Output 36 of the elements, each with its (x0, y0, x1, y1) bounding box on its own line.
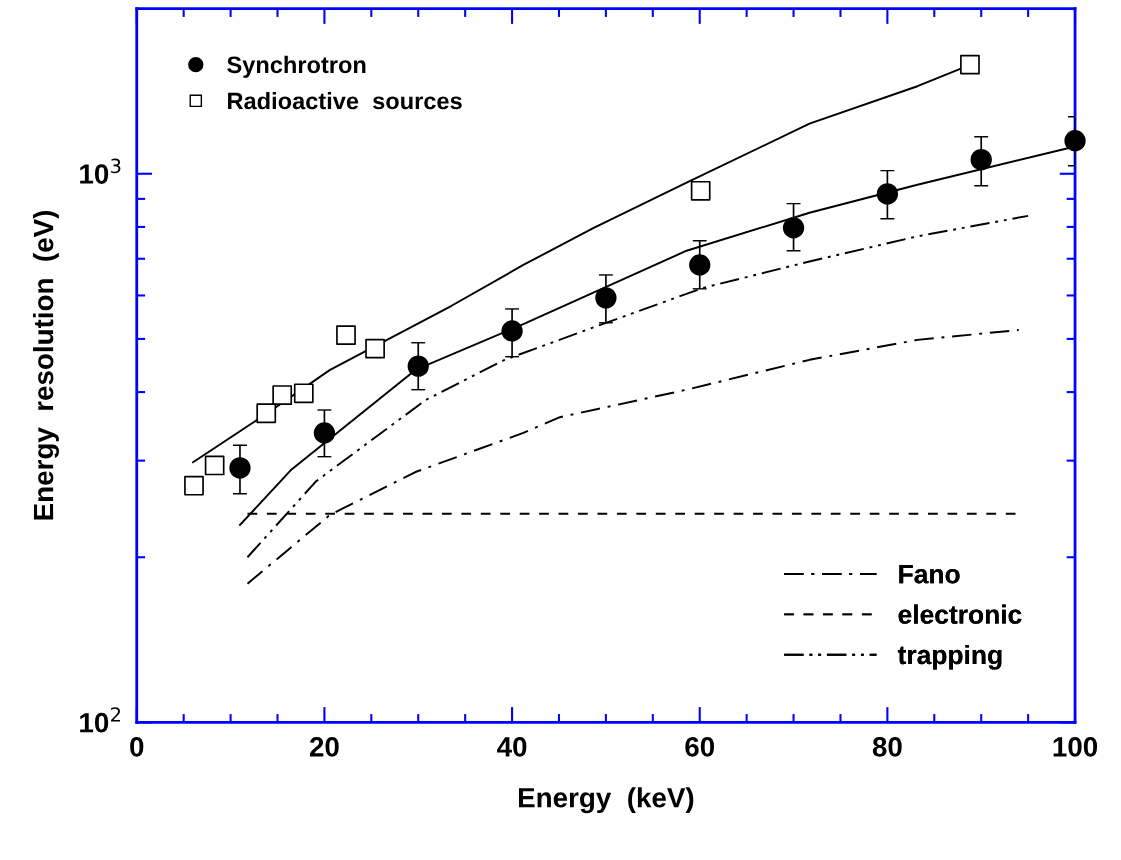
point (689, 254, 711, 276)
legend-label: Fano (899, 565, 960, 584)
point (970, 148, 992, 171)
point (365, 338, 385, 359)
legend-label: electronic (898, 604, 1022, 624)
point (184, 475, 204, 496)
legend-label: trapping (897, 644, 1002, 670)
point (782, 217, 805, 239)
point (293, 383, 314, 404)
point (272, 385, 293, 405)
y-tick-label: 10$^{3}$ (80, 158, 121, 184)
point (204, 455, 225, 476)
point (595, 287, 617, 309)
line-series (246, 214, 1030, 559)
y-axis-title: Energy resolution (eV) (32, 210, 59, 520)
point (501, 320, 523, 342)
x-tick-label: 80 (872, 737, 902, 757)
legend-label: Radioactive sources (228, 92, 462, 110)
point (407, 355, 429, 377)
x-tick-label: 20 (309, 737, 339, 757)
point (313, 422, 336, 444)
point (1064, 130, 1086, 152)
x-tick-label: 40 (497, 737, 527, 757)
x-tick-label: 100 (1053, 737, 1098, 757)
point (256, 403, 277, 424)
point (960, 54, 980, 75)
y-tick-label: 10$^{2}$ (80, 707, 121, 733)
x-tick-label: 60 (685, 737, 715, 757)
legend-label: Synchrotron (227, 55, 366, 78)
x-axis-title: Energy (keV) (519, 787, 694, 814)
point (690, 180, 711, 201)
point (229, 457, 251, 479)
x-tick-label: 0 (130, 737, 144, 757)
line-series (246, 329, 1020, 585)
point (336, 325, 356, 346)
point (876, 183, 899, 205)
